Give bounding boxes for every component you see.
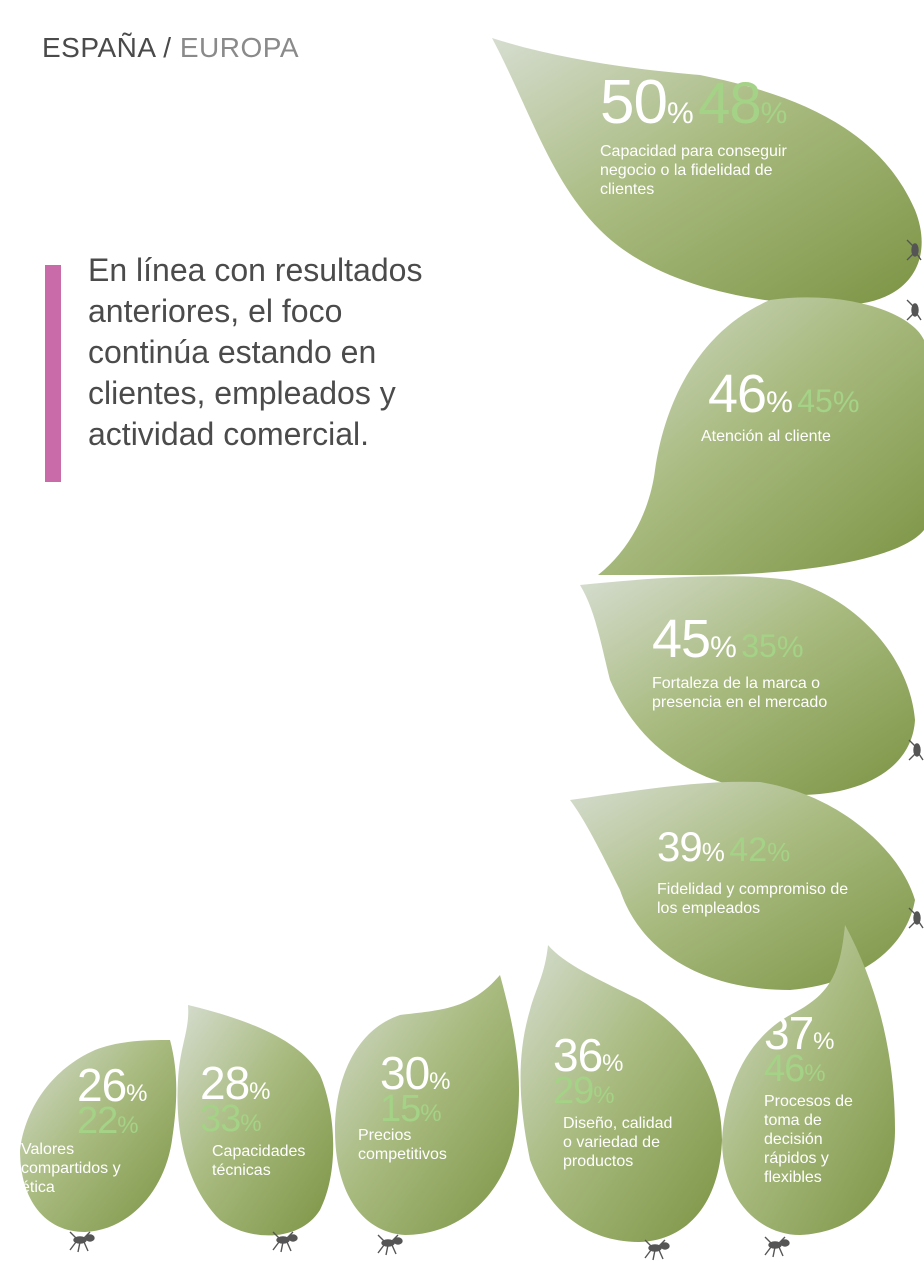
quote-accent-bar <box>45 265 61 482</box>
factor-5: 37% 46% Procesos de toma de decisión ráp… <box>764 1010 884 1187</box>
factor-8-spain-row: 28% <box>200 1060 330 1106</box>
factor-5-spain-value: 37 <box>764 1007 814 1059</box>
factor-5-label: Procesos de toma de decisión rápidos y f… <box>764 1093 853 1186</box>
factor-3-europe-value: 35 <box>741 628 777 664</box>
factor-7-label: Precios competitivos <box>358 1127 447 1163</box>
factor-9: 26% 22% Valores compartidos y ética <box>21 1062 175 1197</box>
factor-9-europe-value: 22 <box>77 1100 118 1142</box>
percent-sign: % <box>126 1080 148 1107</box>
ant-icon <box>906 299 922 321</box>
ant-icon <box>764 1236 790 1258</box>
leaf-3 <box>580 576 915 795</box>
leaf-2 <box>598 297 924 575</box>
leaf-5 <box>722 925 895 1235</box>
factor-7-spain-value: 30 <box>380 1047 430 1099</box>
factor-3-values: 45% 35% <box>652 612 912 666</box>
percent-sign: % <box>804 1060 826 1087</box>
factor-9-label: Valores compartidos y ética <box>21 1141 121 1196</box>
percent-sign: % <box>593 1082 615 1109</box>
ant-icon <box>908 739 924 761</box>
percent-sign: % <box>666 97 694 130</box>
factor-6-label: Diseño, calidad o variedad de productos <box>563 1115 673 1170</box>
percent-sign: % <box>701 837 725 867</box>
factor-8-europe-row: 33% <box>200 1100 330 1138</box>
ant-icon <box>69 1231 95 1253</box>
percent-sign: % <box>117 1112 139 1139</box>
percent-sign: % <box>766 386 793 419</box>
factor-9-spain-row: 26% <box>77 1062 175 1108</box>
ant-icons <box>69 239 924 1261</box>
factor-2-spain-value: 46 <box>708 364 767 424</box>
factor-4-label: Fidelidad y compromiso de los empleados <box>657 881 849 917</box>
leaf-9 <box>20 1040 177 1232</box>
factor-2-europe-value: 45 <box>797 383 833 419</box>
factor-1-spain-value: 50 <box>600 68 668 137</box>
title-europe: EUROPA <box>179 32 299 63</box>
factor-4-europe-value: 42 <box>729 831 768 869</box>
factor-4-values: 39% 42% <box>657 826 907 870</box>
factor-5-europe-value: 46 <box>764 1048 805 1090</box>
ant-icon <box>272 1231 298 1253</box>
ant-icon <box>908 907 924 929</box>
percent-sign: % <box>767 837 791 867</box>
factor-5-spain-row: 37% <box>764 1010 884 1056</box>
factor-2-label: Atención al cliente <box>701 428 831 445</box>
ant-icon <box>906 239 922 261</box>
percent-sign: % <box>760 97 788 130</box>
factor-6-europe-row: 29% <box>553 1072 703 1110</box>
leaf-8 <box>177 1005 334 1236</box>
percent-sign: % <box>240 1110 262 1137</box>
title-separator: / <box>154 32 180 63</box>
percent-sign: % <box>813 1028 835 1055</box>
factor-2: 46% 45% Atención al cliente <box>701 367 924 446</box>
factor-1: 50% 48% Capacidad para conseguir negocio… <box>600 72 890 199</box>
percent-sign: % <box>429 1068 451 1095</box>
factor-7-europe-value: 15 <box>380 1088 421 1130</box>
factor-3: 45% 35% Fortaleza de la marca o presenci… <box>652 612 912 712</box>
percent-sign: % <box>710 631 737 664</box>
factor-4: 39% 42% Fidelidad y compromiso de los em… <box>657 826 907 918</box>
factor-6-europe-value: 29 <box>553 1070 594 1112</box>
intro-quote: En línea con resultados anteriores, el f… <box>88 252 423 452</box>
percent-sign: % <box>832 386 860 419</box>
factor-2-values: 46% 45% <box>708 367 924 421</box>
factor-1-label: Capacidad para conseguir negocio o la fi… <box>600 143 787 198</box>
percent-sign: % <box>249 1078 271 1105</box>
factor-9-spain-value: 26 <box>77 1059 127 1111</box>
factor-7-europe-row: 15% <box>380 1090 498 1128</box>
factor-6-spain-value: 36 <box>553 1029 603 1081</box>
page-title: ESPAÑA / EUROPA <box>42 32 299 64</box>
ant-icon <box>644 1239 670 1261</box>
factor-6: 36% 29% Diseño, calidad o variedad de pr… <box>553 1032 703 1171</box>
leaf-shapes <box>20 38 924 1242</box>
factor-5-europe-row: 46% <box>764 1050 884 1088</box>
factor-3-label: Fortaleza de la marca o presencia en el … <box>652 675 828 711</box>
factor-6-spain-row: 36% <box>553 1032 703 1078</box>
leaf-7 <box>335 975 520 1235</box>
title-spain: ESPAÑA <box>42 32 155 63</box>
factor-8-label: Capacidades técnicas <box>212 1143 306 1179</box>
factor-7: 30% 15% Precios competitivos <box>358 1050 498 1164</box>
percent-sign: % <box>602 1050 624 1077</box>
percent-sign: % <box>420 1100 442 1127</box>
factor-1-europe-value: 48 <box>698 71 762 136</box>
factor-8-europe-value: 33 <box>200 1098 241 1140</box>
factor-8: 28% 33% Capacidades técnicas <box>200 1060 330 1180</box>
factor-1-values: 50% 48% <box>600 72 890 134</box>
factor-3-spain-value: 45 <box>652 609 711 669</box>
leaf-6 <box>520 945 722 1242</box>
factor-4-spain-value: 39 <box>657 823 703 870</box>
ant-icon <box>377 1234 403 1256</box>
leaf-4 <box>570 781 915 990</box>
factor-8-spain-value: 28 <box>200 1057 250 1109</box>
percent-sign: % <box>776 631 804 664</box>
factor-9-europe-row: 22% <box>77 1102 175 1140</box>
leaf-1 <box>492 38 922 305</box>
factor-7-spain-row: 30% <box>380 1050 498 1096</box>
